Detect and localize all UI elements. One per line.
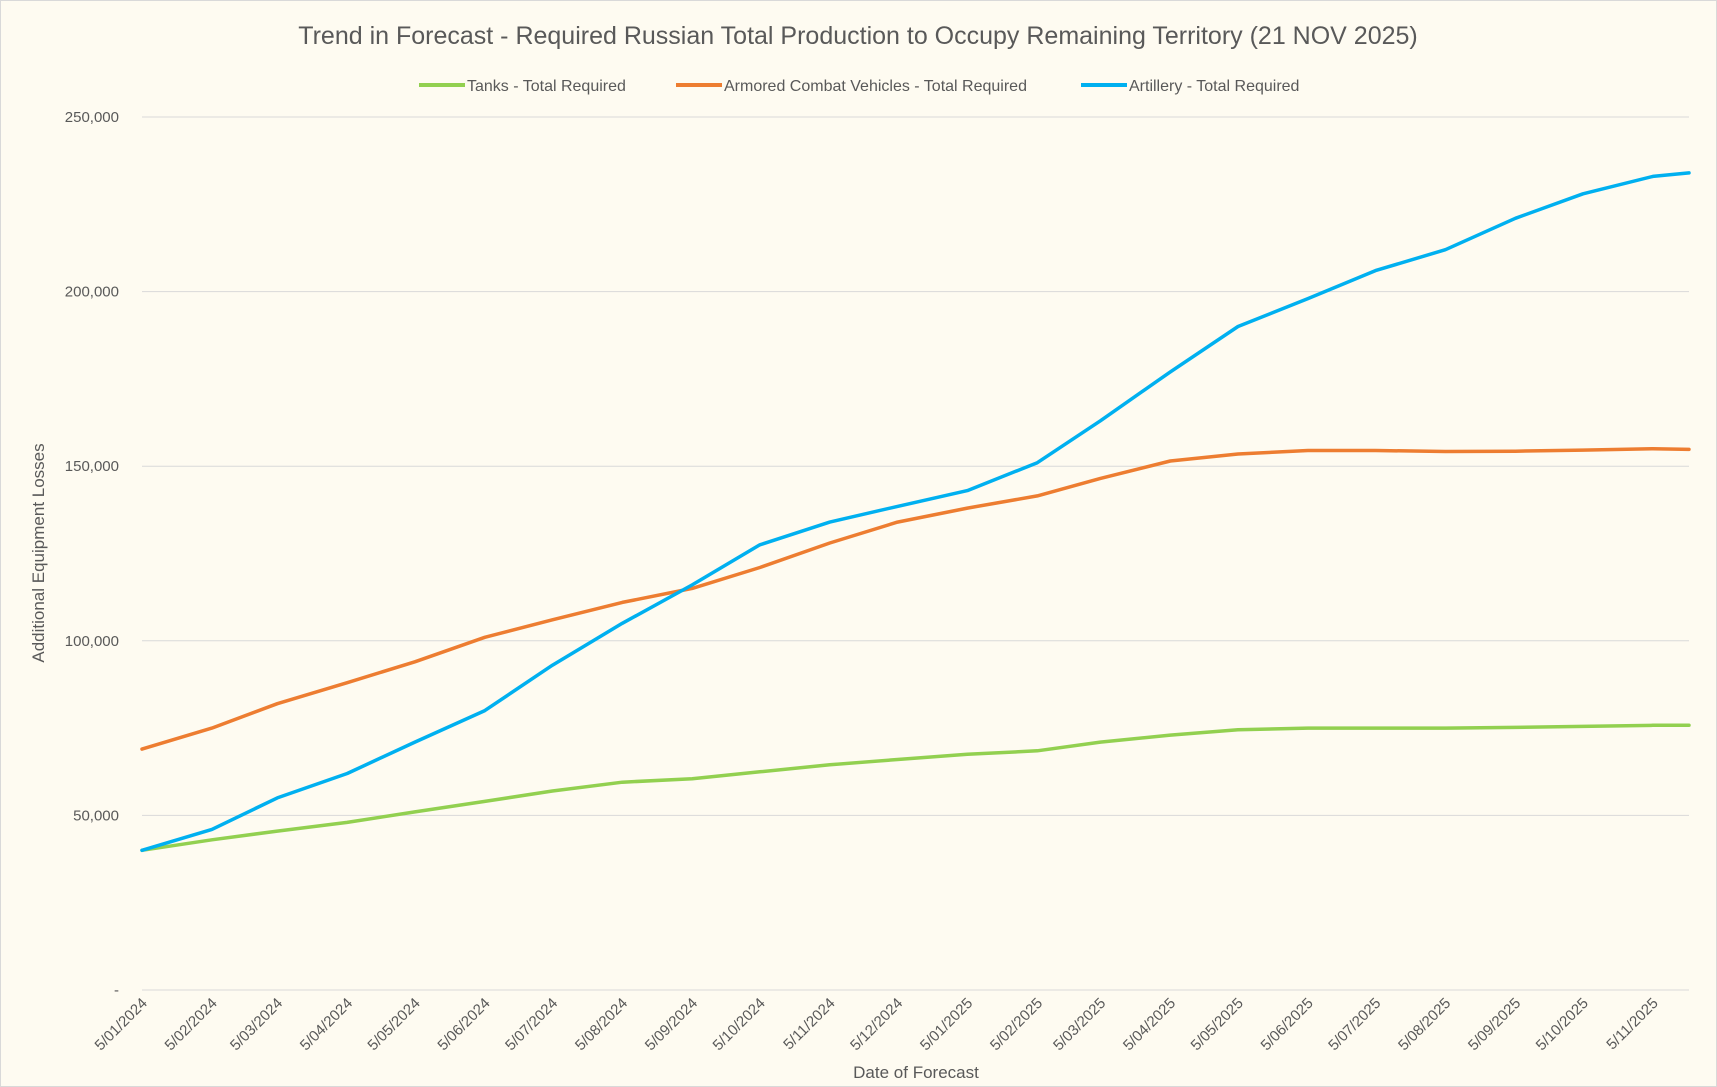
x-tick-label: 5/10/2025	[1533, 995, 1592, 1054]
x-tick-label: 5/03/2024	[227, 995, 286, 1054]
x-tick-label: 5/02/2025	[987, 995, 1046, 1054]
chart-title: Trend in Forecast - Required Russian Tot…	[298, 22, 1418, 50]
series-line	[140, 171, 1691, 853]
x-tick-label: 5/11/2024	[780, 995, 838, 1053]
x-tick-label: 5/01/2024	[92, 995, 151, 1054]
x-tick-label: 5/03/2025	[1050, 995, 1109, 1054]
x-tick-label: 5/01/2025	[917, 995, 976, 1054]
y-tick-label: -	[114, 982, 119, 999]
y-tick-label: 100,000	[65, 633, 119, 650]
series-line	[140, 446, 1691, 751]
gridlines	[142, 116, 1689, 991]
x-tick-label: 5/11/2025	[1603, 995, 1661, 1053]
x-axis-title: Date of Forecast	[853, 1063, 979, 1082]
x-tick-label: 5/07/2025	[1325, 995, 1384, 1054]
x-tick-label: 5/08/2025	[1395, 995, 1454, 1054]
x-tick-label: 5/10/2024	[710, 995, 769, 1054]
legend-label: Artillery - Total Required	[1129, 78, 1299, 95]
y-tick-label: 200,000	[65, 284, 119, 301]
y-tick-label: 250,000	[65, 109, 119, 126]
x-axis-ticks: 5/01/2024 5/02/2024 5/03/2024 5/04/2024 5/05…	[92, 995, 1662, 1054]
series-lines	[140, 171, 1691, 853]
x-tick-label: 5/06/2025	[1258, 995, 1317, 1054]
x-tick-label: 5/08/2024	[572, 995, 631, 1054]
y-axis-ticks: - 50,000 100,000 150,000 200,000 250,000	[65, 109, 119, 999]
x-tick-label: 5/05/2025	[1188, 995, 1247, 1054]
x-tick-label: 5/07/2024	[502, 995, 561, 1054]
x-tick-label: 5/06/2024	[434, 995, 493, 1054]
y-axis-title: Additional Equipment Losses	[29, 443, 48, 662]
x-tick-label: 5/09/2025	[1465, 995, 1524, 1054]
series-line	[140, 723, 1691, 853]
y-tick-label: 50,000	[73, 807, 119, 824]
legend-label: Tanks - Total Required	[467, 78, 626, 95]
x-tick-label: 5/12/2024	[847, 995, 906, 1054]
x-tick-label: 5/02/2024	[162, 995, 221, 1054]
y-tick-label: 150,000	[65, 458, 119, 475]
x-tick-label: 5/04/2025	[1120, 995, 1179, 1054]
x-tick-label: 5/05/2024	[364, 995, 423, 1054]
legend-label: Armored Combat Vehicles - Total Required	[724, 78, 1027, 95]
legend: Tanks - Total Required Armored Combat Veh…	[419, 78, 1299, 95]
x-tick-label: 5/04/2024	[297, 995, 356, 1054]
x-tick-label: 5/09/2024	[642, 995, 701, 1054]
